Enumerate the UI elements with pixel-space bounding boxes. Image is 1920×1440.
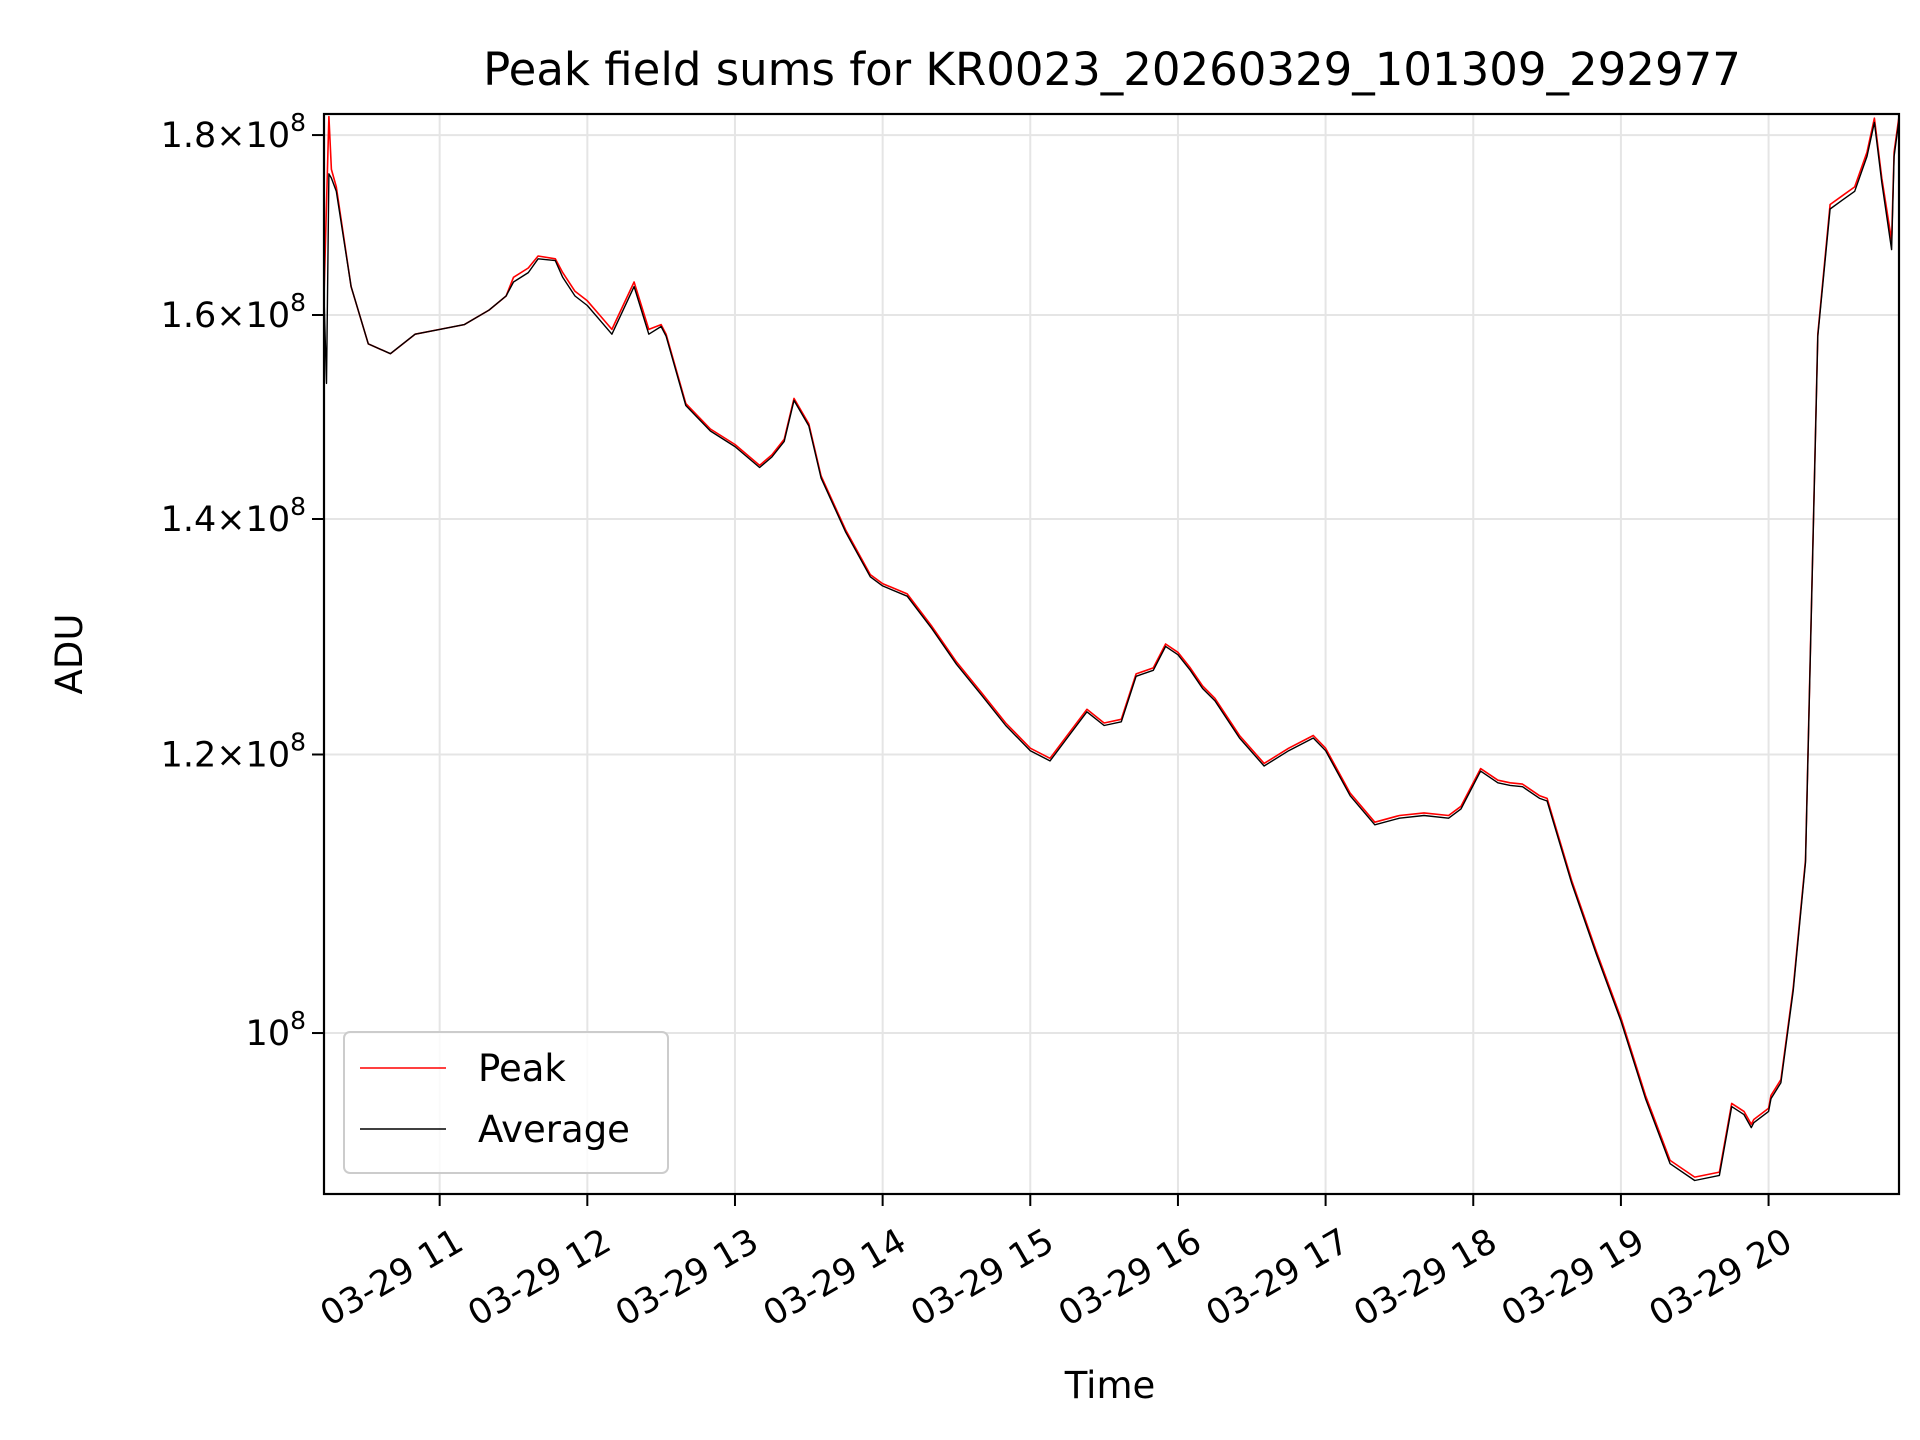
legend-label-average: Average xyxy=(478,1108,630,1151)
legend: Peak Average xyxy=(343,1031,669,1174)
grid xyxy=(324,114,1899,1194)
chart-title: Peak field sums for KR0023_20260329_1013… xyxy=(483,43,1741,96)
plot-frame xyxy=(322,112,1901,1196)
x-axis-label: Time xyxy=(1064,1364,1156,1407)
series-lines xyxy=(323,115,1900,1182)
y-tick-label: 1.8×108 xyxy=(161,108,306,156)
y-axis-ticks: 108 1.2×108 1.4×108 1.6×108 1.8×108 xyxy=(161,108,324,1054)
series-line-peak xyxy=(323,115,1900,1178)
y-tick-label: 1.2×108 xyxy=(161,728,306,776)
y-axis-label: ADU xyxy=(48,614,91,695)
y-tick-label: 108 xyxy=(246,1006,306,1054)
series-line-average xyxy=(323,119,1900,1182)
legend-label-peak: Peak xyxy=(478,1047,566,1090)
y-tick-label: 1.6×108 xyxy=(161,288,306,336)
y-tick-label: 1.4×108 xyxy=(161,492,306,540)
